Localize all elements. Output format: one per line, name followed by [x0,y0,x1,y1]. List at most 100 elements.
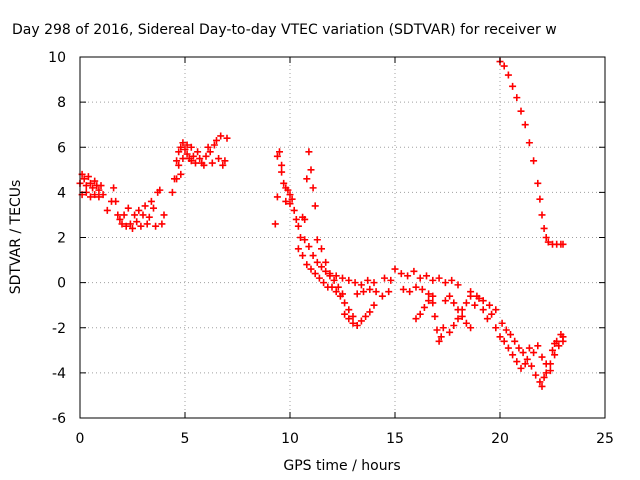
data-point [511,337,519,345]
data-point [139,211,147,219]
data-point [91,191,99,199]
data-point [467,324,475,332]
data-point [536,378,544,386]
data-point [418,285,426,293]
data-point [326,270,334,278]
x-tick-label: 20 [491,431,509,447]
data-point [435,337,443,345]
data-point [282,197,290,205]
data-point [168,188,176,196]
data-point [173,175,181,183]
data-point [217,132,225,140]
data-point [462,319,470,327]
data-point [412,283,420,291]
data-point [515,344,523,352]
data-point [183,150,191,158]
data-point [313,258,321,266]
data-point [364,276,372,284]
data-point [116,215,124,223]
data-point [200,161,208,169]
data-point [330,276,338,284]
data-point [412,315,420,323]
data-point [433,326,441,334]
data-point [513,358,521,366]
data-point [129,224,136,232]
data-point [551,351,559,359]
data-point [492,324,500,332]
data-point [406,288,414,296]
data-point [397,270,405,278]
data-point [187,143,195,151]
data-point [97,182,105,190]
data-point [95,193,103,201]
data-point [91,177,99,185]
data-point [309,184,317,192]
data-point [334,283,342,291]
data-point [175,161,183,169]
data-point [458,312,466,320]
data-point [504,344,512,352]
y-tick-label: 6 [57,140,66,156]
y-tick-label: -2 [52,321,66,337]
data-point [118,220,126,228]
data-point [513,94,521,102]
data-point [540,224,548,232]
data-point [336,292,344,300]
data-point [517,364,525,372]
data-point [110,184,118,192]
data-point [177,170,185,178]
data-point [357,281,365,289]
data-point [542,369,550,377]
data-point [87,179,94,187]
data-point [133,218,141,226]
data-point [353,290,361,298]
data-point [549,346,556,354]
data-point [156,186,164,194]
data-point [492,306,500,314]
data-point [301,236,309,244]
data-point [559,240,567,248]
data-point [534,342,542,350]
data-point [500,62,508,70]
data-point [311,202,319,210]
data-point [332,288,340,296]
y-tick-label: -6 [52,411,66,427]
data-point [82,182,90,190]
data-point [332,272,340,280]
data-point [362,312,370,320]
data-point [538,211,546,219]
data-point [538,382,546,390]
data-point [525,344,533,352]
data-point [416,310,424,318]
x-axis-label: GPS time / hours [283,458,400,474]
data-point [416,274,424,282]
data-point [204,143,212,151]
data-point [179,139,187,147]
data-point [322,267,330,275]
data-point [345,315,353,323]
data-point [538,353,546,361]
data-point [173,157,181,165]
data-point [467,288,475,296]
data-point [345,276,353,284]
data-point [297,234,304,241]
data-point [349,319,357,327]
data-point [448,276,456,284]
data-point [271,220,279,228]
data-point [399,285,407,293]
data-point [473,292,481,300]
axis-ticks [79,56,606,419]
chart-title: Day 298 of 2016, Sidereal Day-to-day VTE… [12,22,557,38]
data-point [425,290,433,298]
x-tick-label: 5 [181,431,190,447]
data-point [307,265,315,273]
data-point [84,173,92,181]
grid-lines [80,57,605,418]
data-point [187,157,195,165]
data-point [441,279,449,287]
data-point [500,337,508,345]
data-point [370,279,378,287]
data-point [521,360,529,368]
data-point [372,288,380,296]
data-point [532,371,540,379]
